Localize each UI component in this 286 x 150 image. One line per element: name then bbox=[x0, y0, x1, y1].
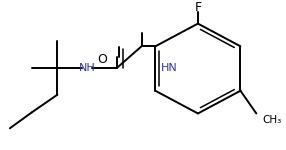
Text: F: F bbox=[194, 1, 201, 14]
Text: HN: HN bbox=[161, 63, 178, 73]
Text: O: O bbox=[97, 53, 107, 66]
Text: NH: NH bbox=[79, 63, 96, 73]
Text: CH₃: CH₃ bbox=[262, 115, 281, 125]
